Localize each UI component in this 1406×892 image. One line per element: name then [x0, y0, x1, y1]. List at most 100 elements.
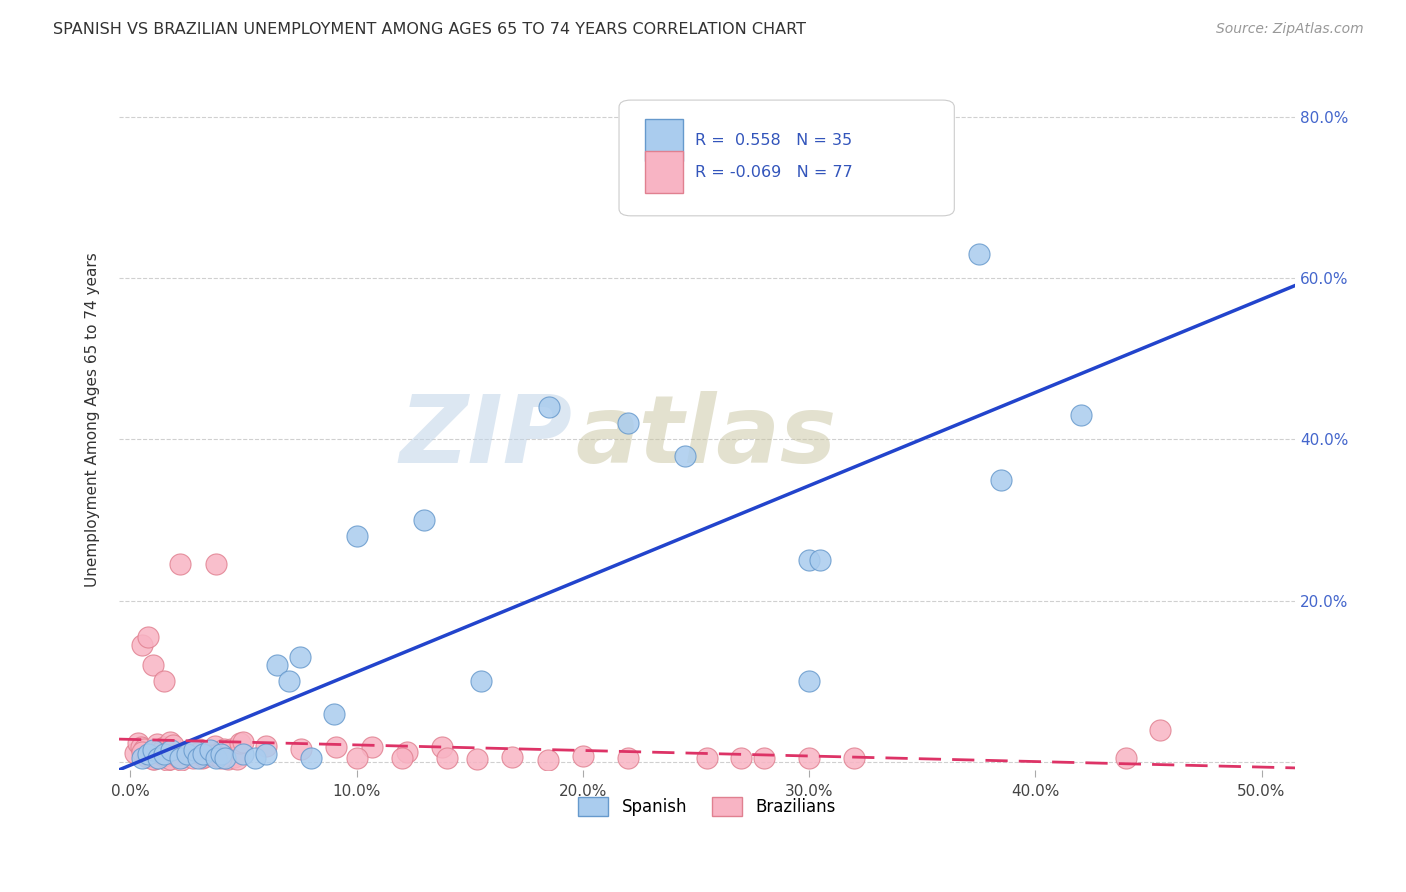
Point — [142, 658, 165, 673]
Point — [844, 751, 866, 765]
FancyBboxPatch shape — [645, 152, 682, 194]
Point — [131, 751, 153, 765]
Point — [143, 752, 166, 766]
Point — [142, 752, 165, 766]
Point — [131, 638, 153, 652]
Point — [214, 751, 236, 765]
Point — [153, 674, 176, 689]
Point — [617, 751, 640, 765]
Point — [990, 473, 1012, 487]
Point — [346, 529, 368, 543]
Point — [537, 400, 560, 414]
Point — [159, 752, 181, 766]
Point — [436, 751, 458, 765]
Point — [134, 742, 156, 756]
Point — [465, 752, 488, 766]
Point — [191, 750, 214, 764]
Point — [187, 742, 209, 756]
Point — [200, 745, 222, 759]
Legend: Spanish, Brazilians: Spanish, Brazilians — [571, 789, 845, 825]
Point — [138, 747, 160, 761]
Point — [194, 747, 217, 762]
Point — [148, 746, 170, 760]
Point — [183, 743, 205, 757]
Point — [277, 674, 299, 689]
Point — [153, 747, 176, 761]
Point — [169, 750, 191, 764]
Point — [159, 735, 181, 749]
Point — [191, 747, 214, 761]
Point — [165, 749, 187, 764]
Point — [142, 743, 165, 757]
Point — [204, 739, 226, 753]
Point — [501, 750, 523, 764]
Point — [209, 751, 232, 765]
Point — [395, 745, 418, 759]
Text: atlas: atlas — [575, 391, 837, 483]
Point — [797, 674, 820, 689]
Point — [222, 750, 245, 764]
Point — [229, 736, 252, 750]
Point — [1115, 751, 1137, 765]
Point — [181, 750, 204, 764]
Point — [391, 751, 413, 765]
Point — [187, 751, 209, 765]
Point — [617, 417, 640, 431]
Point — [146, 751, 169, 765]
Point — [243, 751, 266, 765]
Point — [696, 751, 718, 765]
Text: SPANISH VS BRAZILIAN UNEMPLOYMENT AMONG AGES 65 TO 74 YEARS CORRELATION CHART: SPANISH VS BRAZILIAN UNEMPLOYMENT AMONG … — [53, 22, 807, 37]
Point — [430, 739, 453, 754]
Point — [254, 747, 277, 761]
Point — [232, 735, 254, 749]
Point — [730, 751, 752, 765]
Point — [131, 745, 153, 759]
Point — [136, 750, 159, 764]
Point — [209, 744, 232, 758]
Point — [176, 744, 198, 758]
Point — [138, 630, 160, 644]
Point — [153, 748, 176, 763]
Point — [160, 743, 183, 757]
Point — [149, 742, 172, 756]
Point — [136, 750, 159, 764]
Point — [226, 752, 249, 766]
Point — [198, 743, 221, 757]
Point — [572, 748, 595, 763]
Point — [152, 740, 174, 755]
Point — [198, 747, 221, 762]
Point — [1149, 723, 1171, 737]
Point — [808, 553, 831, 567]
FancyBboxPatch shape — [619, 100, 955, 216]
Point — [139, 750, 162, 764]
Point — [165, 748, 187, 763]
Y-axis label: Unemployment Among Ages 65 to 74 years: Unemployment Among Ages 65 to 74 years — [86, 252, 100, 587]
Point — [323, 706, 346, 721]
Point — [179, 743, 201, 757]
Point — [797, 553, 820, 567]
Point — [299, 751, 322, 765]
Point — [205, 558, 228, 572]
Point — [288, 650, 311, 665]
Text: R =  0.558   N = 35: R = 0.558 N = 35 — [696, 133, 852, 147]
Point — [197, 747, 219, 761]
Point — [169, 558, 191, 572]
Point — [217, 752, 239, 766]
Point — [176, 747, 198, 761]
Point — [266, 658, 288, 673]
Point — [325, 739, 347, 754]
Point — [470, 674, 492, 689]
Point — [1070, 409, 1092, 423]
Point — [127, 736, 149, 750]
Point — [360, 740, 382, 755]
Point — [232, 747, 254, 761]
Point — [172, 750, 194, 764]
Point — [204, 747, 226, 762]
Point — [124, 747, 146, 761]
Point — [156, 753, 179, 767]
Point — [752, 751, 775, 765]
Point — [184, 747, 207, 762]
Point — [181, 745, 204, 759]
Point — [174, 747, 197, 762]
Point — [254, 739, 277, 754]
